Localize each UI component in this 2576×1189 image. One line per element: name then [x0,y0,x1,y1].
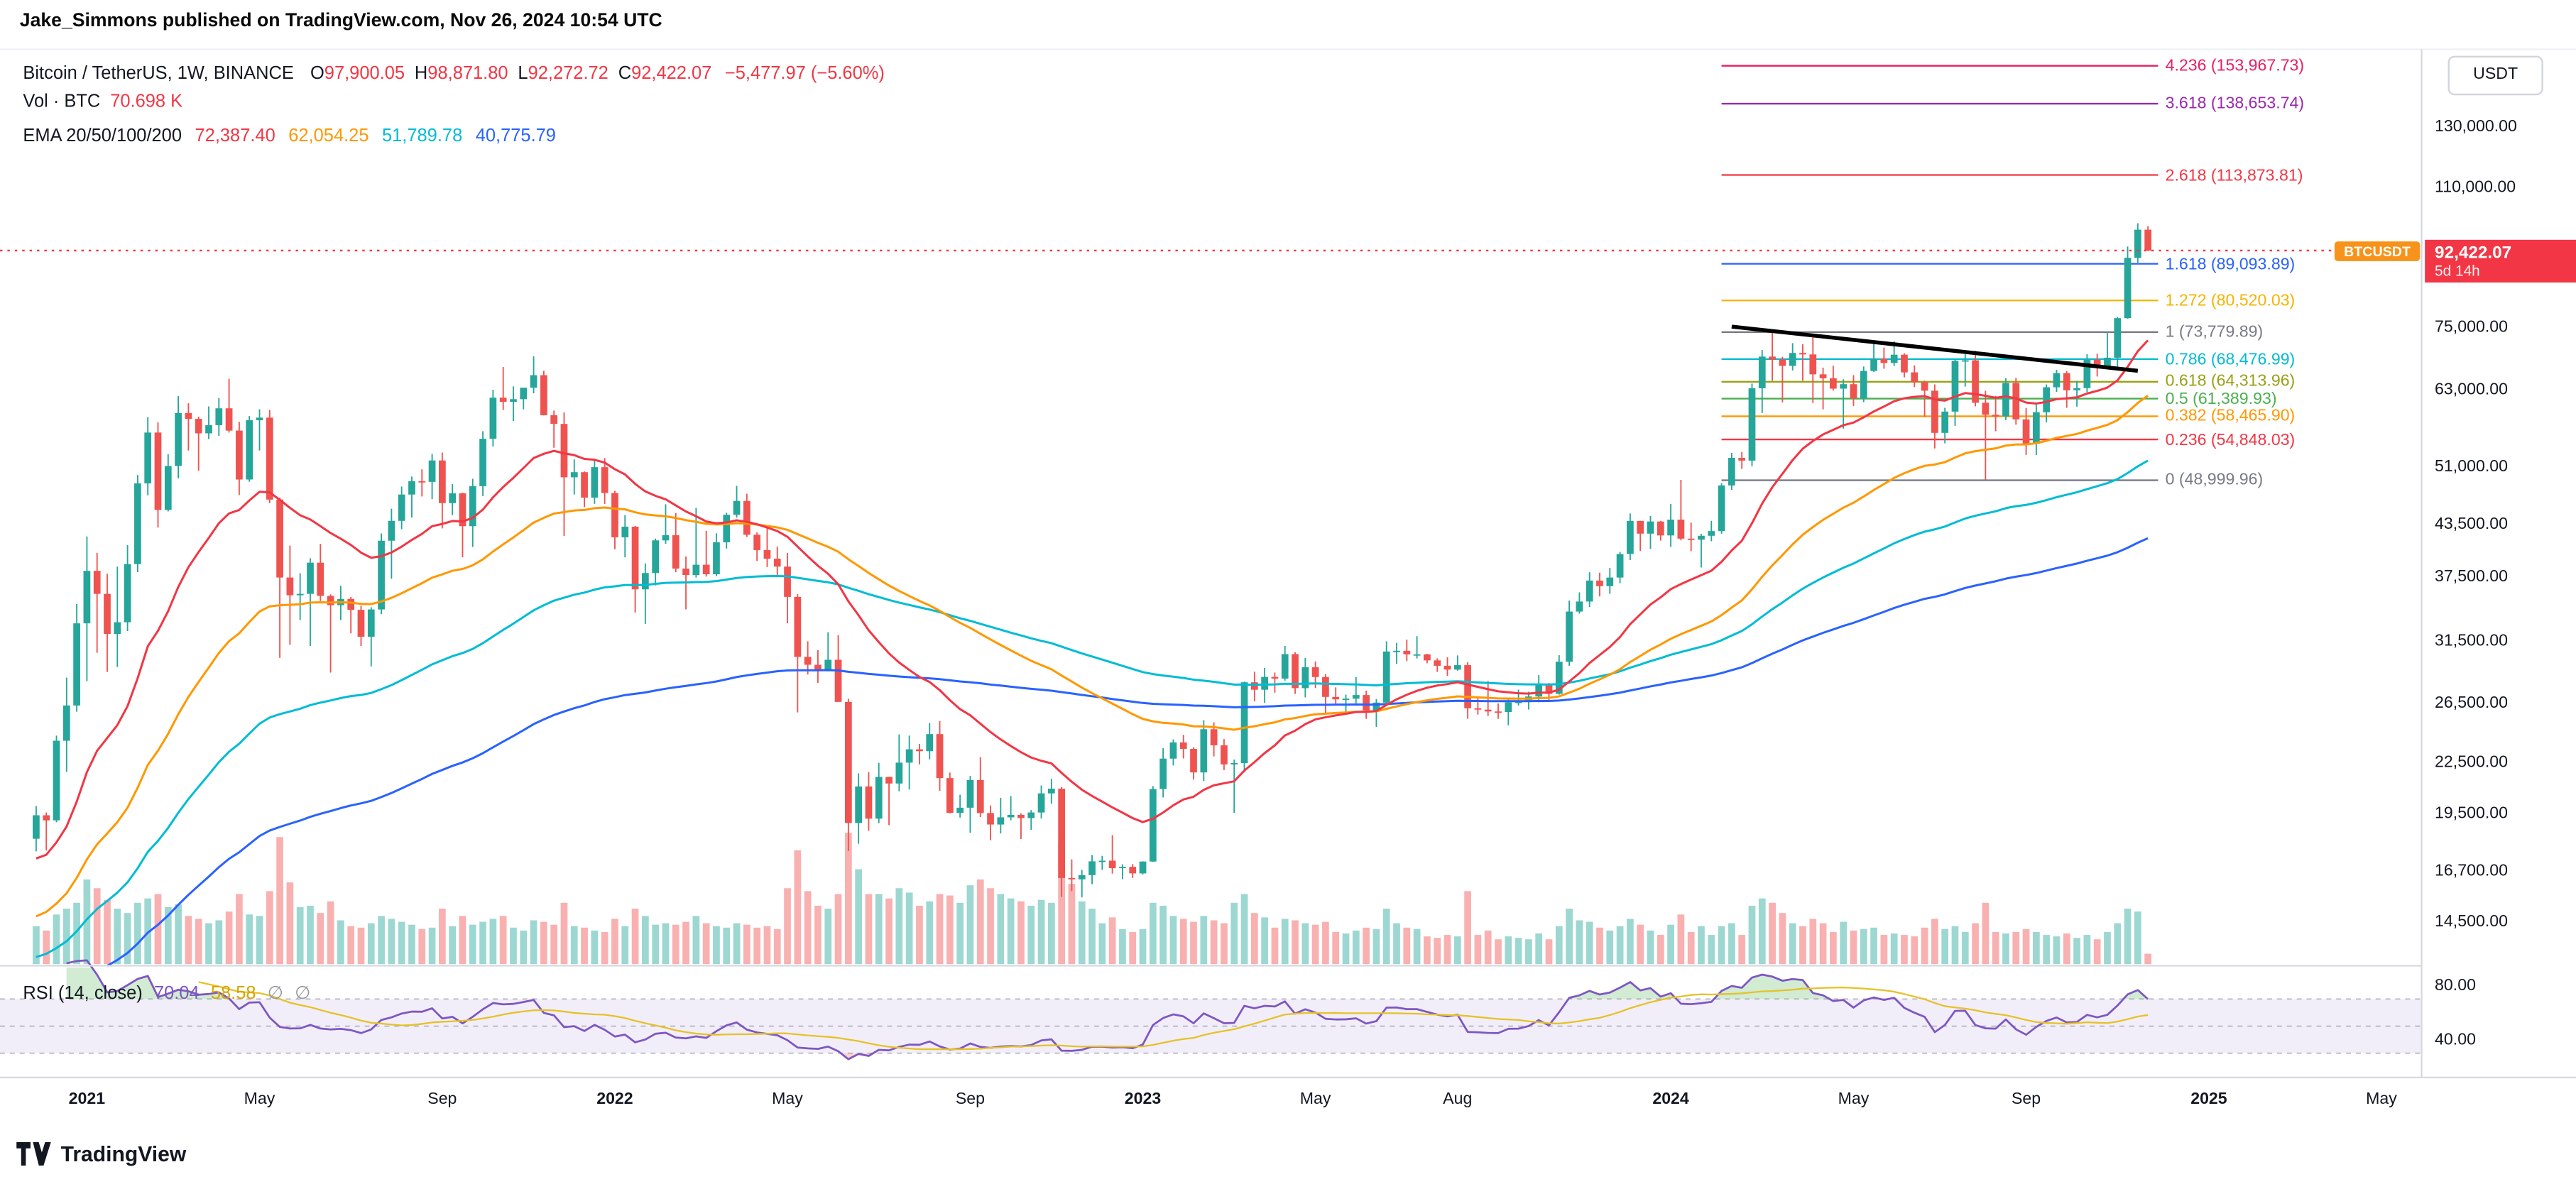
price-tick-label: 26,500.00 [2435,694,2509,713]
ohlc-value: 92,272.72 [528,64,608,84]
ohlc-letter: H [414,64,428,84]
price-tick-label: 51,000.00 [2435,457,2509,476]
currency-button[interactable]: USDT [2447,55,2543,96]
price-tick-label: 14,500.00 [2435,912,2509,931]
time-tick-label: 2022 [596,1090,633,1109]
time-tick-label: 2024 [1652,1090,1689,1109]
time-tick-label: Sep [955,1090,985,1109]
time-tick-label: May [772,1090,803,1109]
symbol-price-tag: BTCUSDT [2334,241,2421,261]
price-tick-label: 110,000.00 [2435,179,2516,198]
fib-level-label: 3.618 (138,653.74) [2165,95,2305,114]
ema-value-200: 40,775.79 [475,126,556,146]
volume-value: 70.698 K [110,92,183,112]
price-tick-label: 130,000.00 [2435,119,2517,137]
fib-level-label: 0.236 (54,848.03) [2165,431,2296,449]
ema-values: 72,387.40 62,054.25 51,789.78 40,775.79 [182,126,556,146]
ohlc-value: 97,900.05 [324,64,405,84]
price-tick-label: 31,500.00 [2435,632,2509,650]
symbol-row: Bitcoin / TetherUS, 1W, BINANCE O97,900.0… [23,61,884,89]
rsi-legend: RSI (14, close) 70.04 58.58 ∅ ∅ [23,982,310,1004]
ohlc-letter: C [618,64,632,84]
time-tick-label: May [244,1090,275,1109]
brand-name: TradingView [60,1141,187,1166]
footer-brand[interactable]: TradingView [16,1141,186,1166]
current-price-badge[interactable]: 92,422.07 5d 14h [2425,239,2576,283]
price-tick-label: 19,500.00 [2435,805,2509,824]
ema-indicator-label[interactable]: EMA 20/50/100/200 [23,126,182,146]
rsi-layer [66,959,2149,1061]
volume-layer [33,833,2152,965]
trendline-drawing[interactable] [1731,324,2139,373]
time-tick-label: May [2366,1090,2397,1109]
rsi-value: 70.04 [153,983,200,1004]
time-tick-label: 2025 [2190,1090,2227,1109]
ohlc-value: 98,871.80 [427,64,508,84]
bar-countdown: 5d 14h [2435,263,2480,280]
ohlc-letter: O [310,64,324,84]
rsi-tick-label: 40.00 [2435,1031,2476,1050]
candles-layer[interactable] [33,223,2152,898]
fib-level-label: 1.618 (89,093.89) [2165,256,2296,274]
attribution-text: Jake_Simmons published on TradingView.co… [19,11,662,31]
fib-level-label: 0.382 (58,465.90) [2165,407,2296,427]
price-tick-label: 63,000.00 [2435,380,2509,400]
time-tick-label: Sep [2011,1090,2041,1109]
ema-value-50: 62,054.25 [288,126,369,146]
time-tick-label: May [1299,1090,1331,1109]
time-tick-label: 2021 [68,1090,106,1109]
volume-row: Vol · BTC 70.698 K [23,89,884,116]
price-tick-label: 16,700.00 [2435,861,2509,880]
rsi-ma-value: 58.58 [210,983,256,1004]
rsi-band-na-1: ∅ [267,983,283,1004]
price-tick-label: 37,500.00 [2435,569,2509,587]
time-tick-label: 2023 [1124,1090,1162,1109]
tradingview-logo-icon [16,1141,51,1166]
ohlc-value: 92,422.07 [631,64,712,84]
price-tick-label: 75,000.00 [2435,317,2509,336]
fib-level-label: 0.618 (64,313.96) [2165,373,2296,392]
rsi-band-na-2: ∅ [295,983,311,1004]
fib-level-label: 1.272 (80,520.03) [2165,292,2296,311]
fib-level-label: 2.618 (113,873.81) [2165,166,2303,185]
time-tick-label: May [1838,1090,1870,1109]
volume-indicator-label[interactable]: Vol · BTC [23,92,101,112]
ema-lines-layer [36,339,2149,966]
rsi-tick-label: 80.00 [2435,977,2476,996]
ema-value-100: 51,789.78 [381,126,463,146]
fib-level-label: 0.786 (68,476.99) [2165,351,2296,369]
time-tick-label: Aug [1443,1090,1473,1109]
chart-legend: Bitcoin / TetherUS, 1W, BINANCE O97,900.0… [23,61,884,151]
fib-retracement-lines[interactable] [1721,65,2159,481]
price-tick-label: 43,500.00 [2435,515,2509,534]
fib-level-label: 4.236 (153,967.73) [2165,57,2305,76]
ohlc-letter: L [518,64,528,84]
ema-row: EMA 20/50/100/200 72,387.40 62,054.25 51,78… [23,124,884,151]
fib-level-label: 0.5 (61,389.93) [2165,390,2277,409]
fib-level-label: 1 (73,779.89) [2165,324,2264,342]
time-tick-label: Sep [427,1090,457,1109]
rsi-indicator-label[interactable]: RSI (14, close) [23,983,143,1004]
current-price-value: 92,422.07 [2435,243,2512,263]
fib-level-label: 0 (48,999.96) [2165,471,2264,491]
price-tick-label: 22,500.00 [2435,753,2509,772]
rsi-band-layer [0,998,2422,1054]
change-value: −5,477.97 (−5.60%) [724,64,885,84]
ema-value-20: 72,387.40 [195,126,275,146]
symbol-title[interactable]: Bitcoin / TetherUS, 1W, BINANCE [23,64,294,84]
ohlc-values: O97,900.05 H98,871.80 L92,272.72 C92,422.07 [300,64,711,84]
